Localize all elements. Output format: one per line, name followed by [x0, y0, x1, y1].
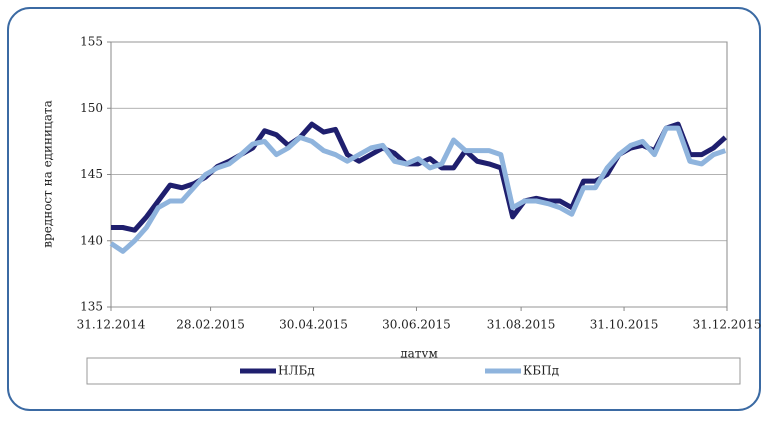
legend-label: КБПд [523, 364, 559, 378]
x-tick-label: 28.02.2015 [176, 318, 245, 332]
x-tick-label: 30.04.2015 [279, 318, 348, 332]
x-tick-label: 31.10.2015 [590, 318, 659, 332]
y-tick-label: 135 [80, 300, 103, 314]
y-tick-label: 145 [80, 167, 103, 181]
x-axis-label: датум [400, 347, 438, 361]
legend-label: НЛБд [278, 364, 315, 378]
y-tick-label: 150 [80, 101, 103, 115]
x-tick-label: 31.12.2014 [77, 318, 146, 332]
x-tick-label: 30.06.2015 [382, 318, 451, 332]
x-tick-label: 31.12.2015 [693, 318, 762, 332]
y-tick-label: 155 [80, 35, 103, 49]
x-tick-label: 31.08.2015 [487, 318, 556, 332]
line-series [109, 125, 727, 254]
y-axis-label: вредност на единицата [41, 100, 55, 247]
y-tick-label: 140 [80, 233, 103, 247]
legend [86, 357, 741, 385]
